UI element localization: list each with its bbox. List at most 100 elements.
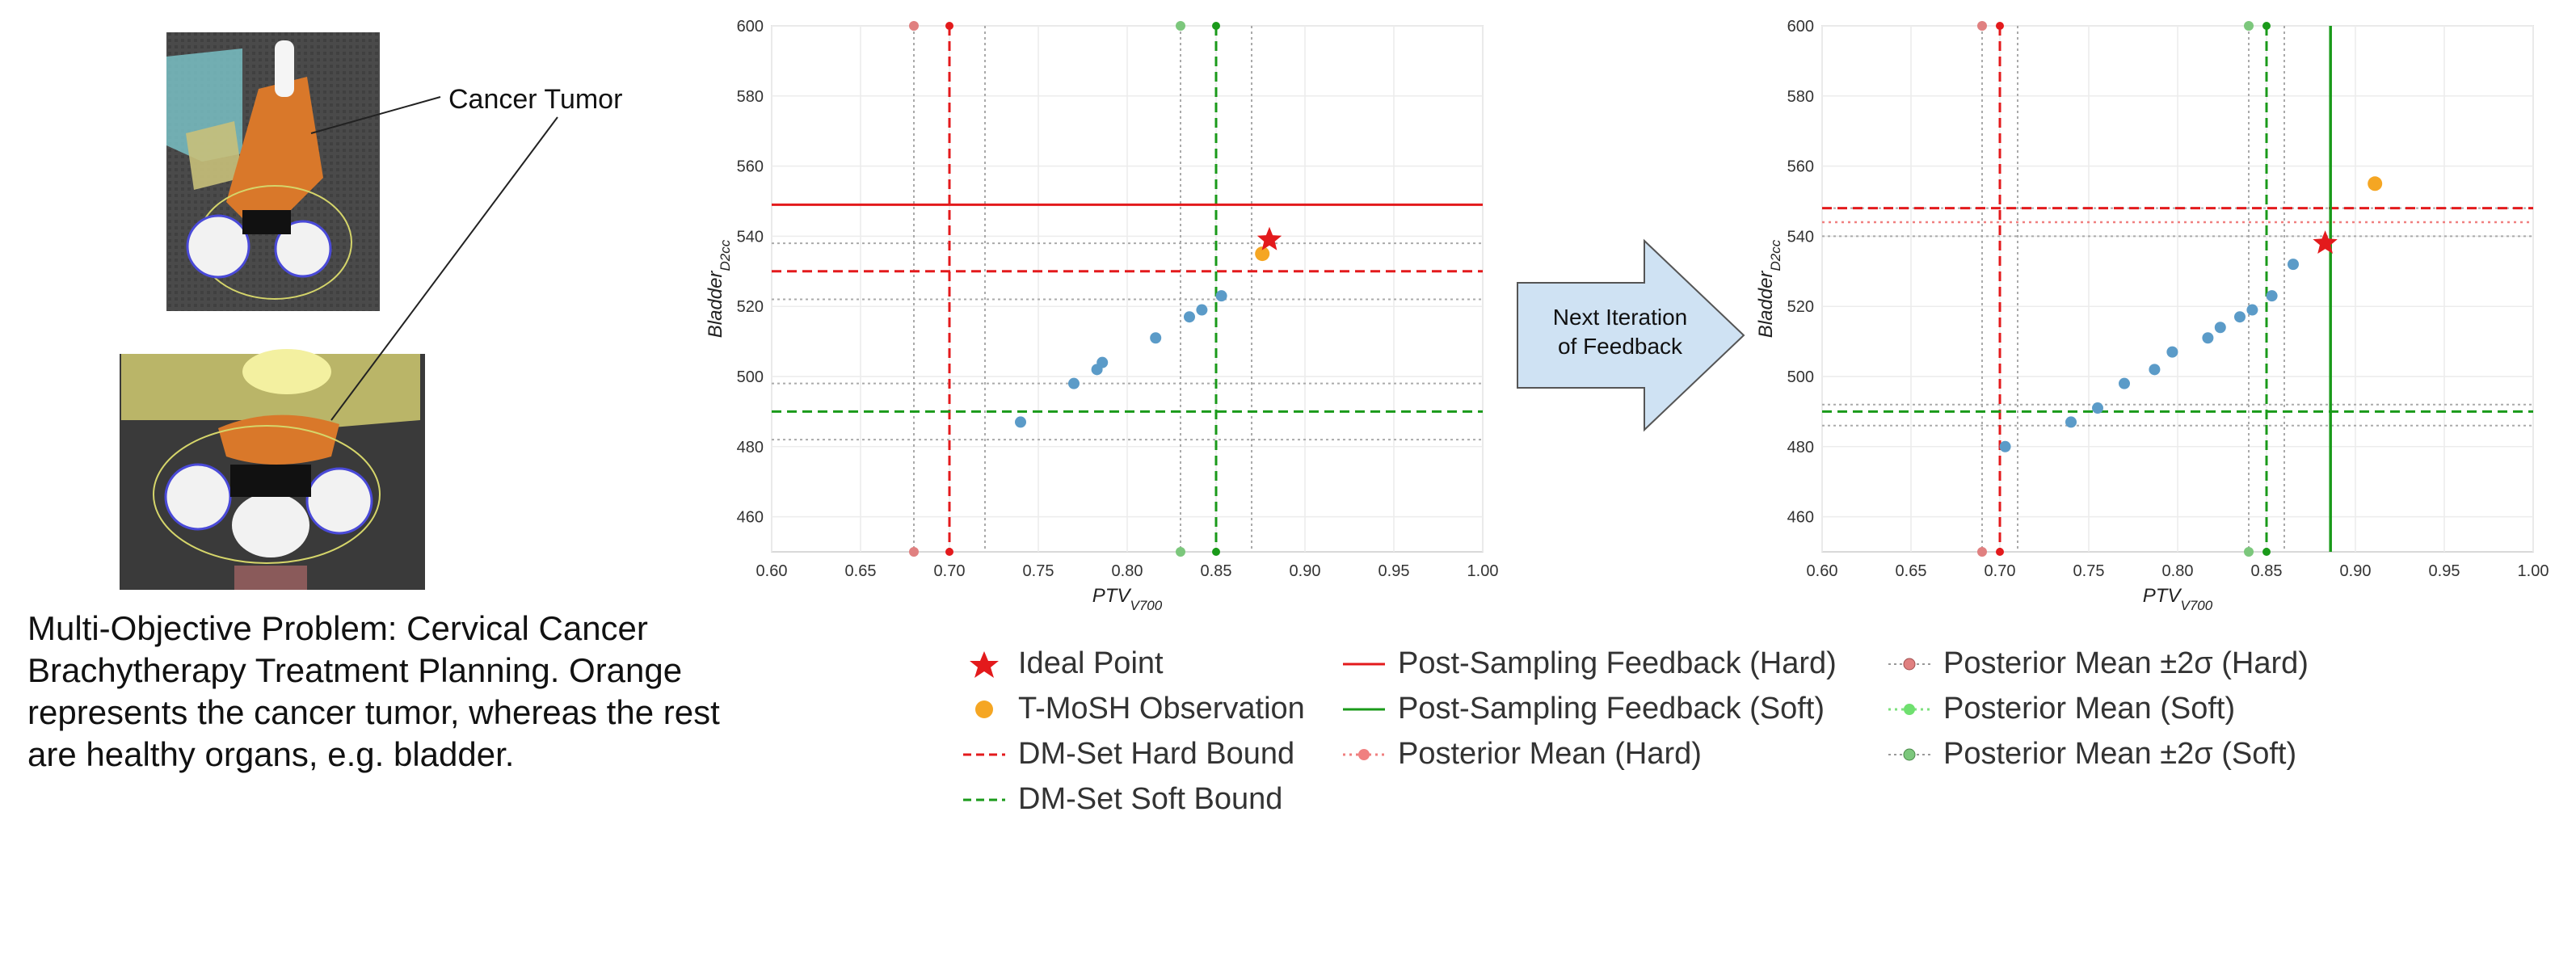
x-tick-label: 0.95: [1378, 562, 1410, 580]
legend-pm2s-hard-label: Posterior Mean ±2σ (Hard): [1943, 646, 2309, 680]
y-tick-label: 540: [737, 228, 764, 246]
dm-soft-marker: [1212, 22, 1220, 30]
tumor-label: Cancer Tumor: [448, 84, 623, 115]
y-tick-label: 560: [737, 158, 764, 176]
legend-ideal-point: Ideal Point: [962, 646, 1164, 681]
y-tick-label: 540: [1787, 228, 1814, 246]
dm-hard-marker: [945, 22, 953, 30]
posterior-2sigma-soft-marker: [2244, 21, 2254, 31]
arrow-text-line2: of Feedback: [1558, 334, 1683, 359]
dm-hard-marker: [945, 548, 953, 556]
legend-tmosh: T-MoSH Observation: [962, 692, 1305, 726]
observation-point: [2266, 290, 2278, 302]
arrow-shape: [1517, 238, 1745, 432]
legend-dm-soft: DM-Set Soft Bound: [962, 782, 1282, 817]
y-tick-label: 460: [1787, 509, 1814, 527]
y-tick-label: 500: [737, 368, 764, 386]
y-tick-label: 480: [1787, 439, 1814, 456]
x-tick-label: 0.60: [1807, 562, 1838, 580]
observation-point: [2166, 346, 2178, 358]
legend-ideal-point-label: Ideal Point: [1018, 646, 1164, 680]
observation-point: [1196, 304, 1208, 316]
y-tick-label: 480: [737, 439, 764, 456]
ct-scan-bottom: [120, 349, 425, 590]
observation-point: [1150, 332, 1162, 344]
chart-iteration-2: 0.60 0.65 0.70 0.75 0.80 0.85 0.90 0.95 1.00 460 4…: [1745, 0, 2553, 614]
y-tick-label: 500: [1787, 368, 1814, 386]
legend-pm2s-soft: Posterior Mean ±2σ (Soft): [1887, 737, 2296, 772]
y-tick-label: 460: [737, 509, 764, 527]
observation-point: [1096, 356, 1109, 368]
chart-iteration-1: 0.60 0.65 0.70 0.75 0.80 0.85 0.90 0.95 1.00 460 4…: [695, 0, 1503, 614]
x-axis-label-sub: V700: [1130, 598, 1162, 613]
dm-hard-marker: [1996, 548, 2004, 556]
ct-scans: [120, 32, 558, 590]
ct-image-panel: Cancer Tumor: [0, 0, 711, 614]
ct-scan-top: [166, 32, 380, 311]
observation-point: [2149, 364, 2161, 376]
chart-lines: [1822, 21, 2533, 557]
chart-lines: [772, 21, 1483, 557]
y-tick-label: 560: [1787, 158, 1814, 176]
dm-hard-marker: [1996, 22, 2004, 30]
observation-point: [1015, 416, 1026, 428]
chart-right-svg: 0.60 0.65 0.70 0.75 0.80 0.85 0.90 0.95 1.00 460 4…: [1755, 18, 2549, 613]
observation-point: [2246, 304, 2258, 316]
legend-post-soft-label: Post-Sampling Feedback (Soft): [1398, 692, 1825, 726]
posterior-2sigma-hard-marker: [909, 21, 919, 31]
x-axis-label-sub: V700: [2180, 598, 2212, 613]
posterior-2sigma-soft-marker: [1176, 21, 1185, 31]
legend-dm-soft-label: DM-Set Soft Bound: [1018, 782, 1283, 816]
observation-point: [2234, 311, 2246, 323]
x-tick-label: 0.75: [1023, 562, 1054, 580]
x-tick-label: 0.65: [1896, 562, 1927, 580]
x-tick-label: 0.70: [1985, 562, 2016, 580]
x-tick-label: 0.85: [2251, 562, 2283, 580]
ideal-point-star: [2313, 230, 2338, 254]
posterior-2sigma-hard-marker: [1977, 21, 1987, 31]
x-tick-label: 0.80: [2162, 562, 2194, 580]
y-tick-label: 580: [737, 88, 764, 106]
y-tick-label: 600: [1787, 18, 1814, 36]
legend-dm-hard: DM-Set Hard Bound: [962, 737, 1294, 772]
x-tick-label: 0.75: [2073, 562, 2105, 580]
observation-point: [2092, 402, 2103, 414]
observation-point: [2202, 332, 2214, 344]
posterior-2sigma-soft-marker: [2244, 547, 2254, 557]
observation-point: [1068, 377, 1080, 389]
posterior-2sigma-hard-marker: [1977, 547, 1987, 557]
observation-point: [2214, 322, 2226, 334]
observation-point: [1215, 290, 1227, 302]
legend: Ideal Point T-MoSH Observation DM-Set Ha…: [953, 646, 2570, 840]
y-tick-label: 520: [1787, 298, 1814, 316]
observation-point: [1999, 440, 2011, 452]
y-axis-label-sub: D2cc: [718, 239, 733, 271]
legend-pm2s-hard: Posterior Mean ±2σ (Hard): [1887, 646, 2309, 681]
posterior-2sigma-soft-marker: [1176, 547, 1185, 557]
figure-caption: Multi-Objective Problem: Cervical Cancer…: [27, 609, 720, 773]
legend-post-hard: Post-Sampling Feedback (Hard): [1341, 646, 1837, 681]
legend-pm-hard-label: Posterior Mean (Hard): [1398, 737, 1702, 771]
observation-point: [1184, 311, 1195, 323]
x-axis-label: PTVV700: [1092, 585, 1163, 613]
dm-soft-marker: [2262, 548, 2271, 556]
posterior-2sigma-hard-marker: [909, 547, 919, 557]
tmosh-point: [2368, 176, 2383, 191]
observation-point: [2119, 377, 2130, 389]
legend-pm-soft-label: Posterior Mean (Soft): [1943, 692, 2236, 726]
x-tick-label: 0.90: [1290, 562, 1321, 580]
x-tick-label: 0.60: [756, 562, 788, 580]
x-tick-label: 0.70: [934, 562, 966, 580]
observation-point: [2065, 416, 2077, 428]
observation-point: [2288, 259, 2299, 271]
x-axis-label: PTVV700: [2143, 585, 2213, 613]
x-tick-label: 1.00: [1467, 562, 1499, 580]
x-tick-label: 0.95: [2429, 562, 2460, 580]
x-tick-label: 0.65: [845, 562, 877, 580]
legend-tmosh-label: T-MoSH Observation: [1018, 692, 1305, 726]
chart-left-svg: 0.60 0.65 0.70 0.75 0.80 0.85 0.90 0.95 1.00 460 4…: [705, 18, 1499, 613]
x-tick-label: 1.00: [2518, 562, 2549, 580]
dm-soft-marker: [1212, 548, 1220, 556]
y-axis-label-sub: D2cc: [1768, 239, 1783, 271]
next-iteration-arrow: Next Iteration of Feedback: [1511, 234, 1753, 436]
